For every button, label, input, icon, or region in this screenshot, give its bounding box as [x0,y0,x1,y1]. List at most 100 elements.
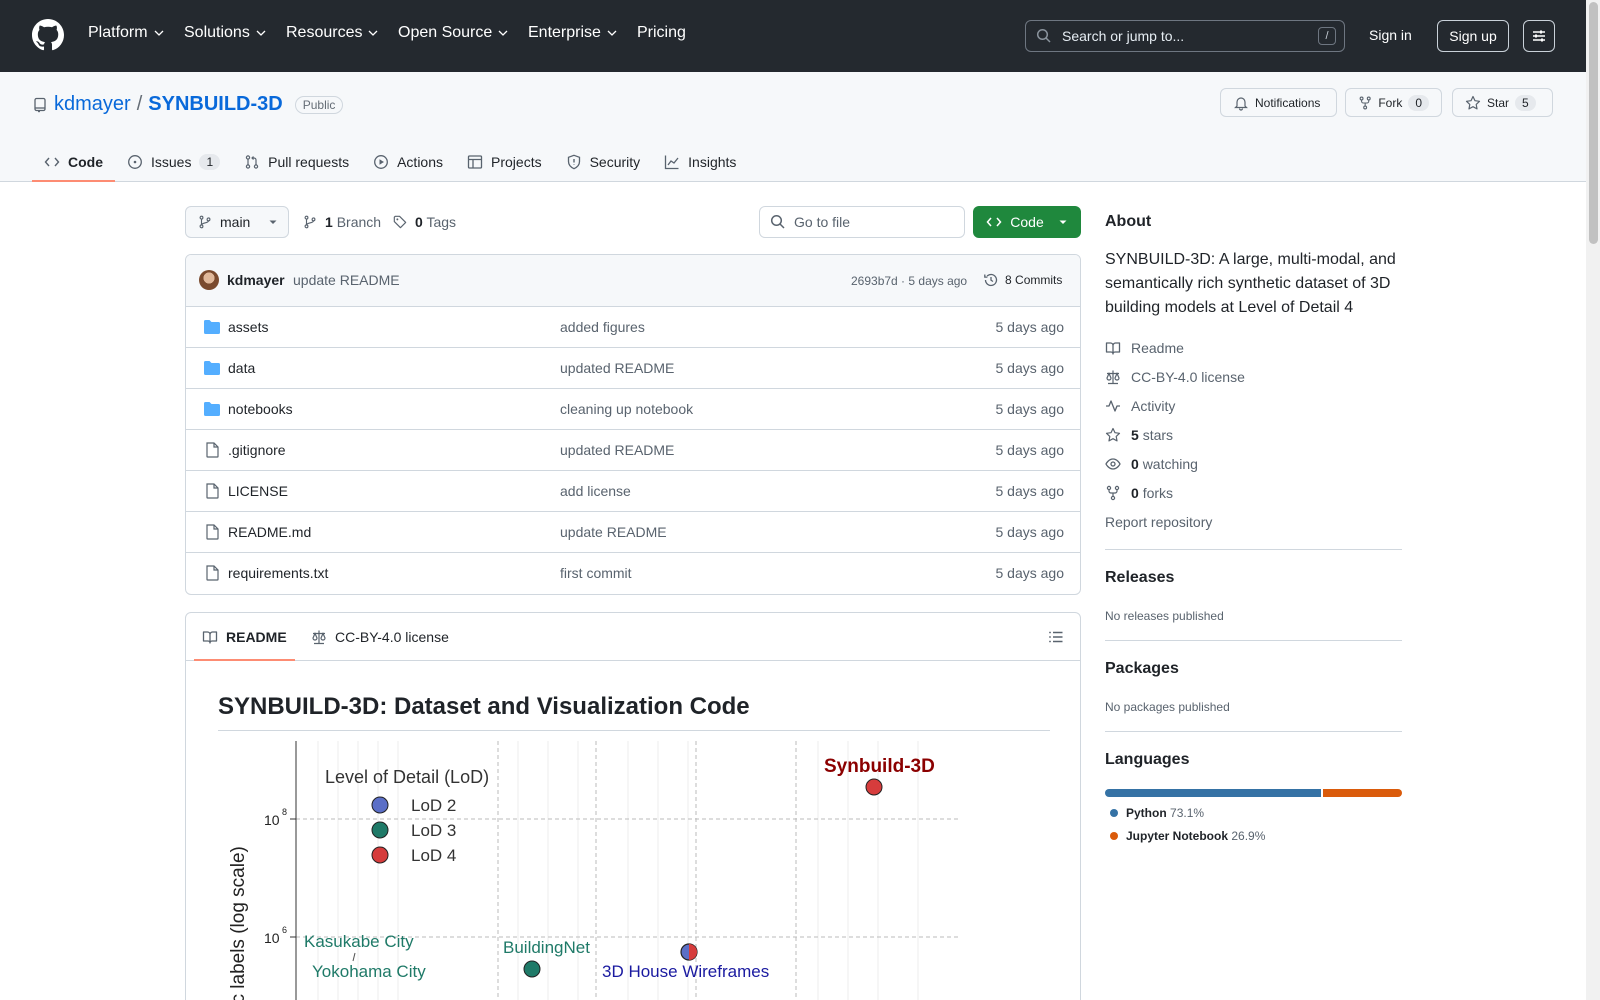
file-name-link[interactable]: README.md [228,524,312,540]
file-row[interactable]: requirements.txt first commit 5 days ago [186,553,1080,594]
legend-marker-lod4 [371,846,389,864]
file-commit-message[interactable]: updated README [560,442,675,458]
point-label-yokohama-city: Yokohama City [312,962,426,981]
tab-label: Code [68,154,103,170]
chevron-down-icon [607,30,617,36]
nav-open-source[interactable]: Open Source [398,24,508,42]
tab-insights[interactable]: Insights [652,142,748,182]
star-button[interactable]: Star 5 [1452,88,1553,117]
language-name: Jupyter Notebook [1126,829,1229,843]
global-search-input[interactable]: Search or jump to... / [1025,20,1345,52]
file-commit-message[interactable]: added figures [560,319,645,335]
readme-figure: 10 8 10 6 tic labels (log scale) Level o… [228,741,960,1000]
file-name-link[interactable]: LICENSE [228,483,288,499]
commit-author[interactable]: kdmayer [227,272,285,288]
commit-hash-time[interactable]: 2693b7d · 5 days ago [851,274,968,288]
point-buildingnet [523,960,541,978]
tab-security[interactable]: Security [554,142,653,182]
tab-license[interactable]: CC-BY-4.0 license [311,613,449,661]
tab-code[interactable]: Code [32,142,115,182]
repo-separator: / [136,93,143,115]
nav-pricing[interactable]: Pricing [637,24,686,42]
sidebar-divider [1105,640,1402,641]
language-jupyter-notebook[interactable]: Jupyter Notebook 26.9% [1110,829,1265,843]
file-name-link[interactable]: data [228,360,256,376]
commits-label: Commits [1015,273,1063,287]
nav-resources[interactable]: Resources [286,24,378,42]
folder-icon [204,361,220,375]
branch-select[interactable]: main [185,206,289,238]
file-row[interactable]: .gitignore updated README 5 days ago [186,430,1080,471]
readme-title: SYNBUILD-3D: Dataset and Visualization C… [218,693,750,720]
file-commit-message[interactable]: updated README [560,360,675,376]
commits-count: 8 [1005,273,1012,287]
file-row[interactable]: README.md update README 5 days ago [186,512,1080,553]
tab-label: Issues [151,154,192,170]
branch-label: Branch [336,214,382,230]
file-row[interactable]: notebooks cleaning up notebook 5 days ago [186,389,1080,430]
tab-pull-requests[interactable]: Pull requests [232,142,361,182]
go-to-file-input[interactable]: Go to file [759,206,965,238]
forks-link[interactable]: 0 forks [1105,485,1173,501]
file-commit-date: 5 days ago [995,442,1065,458]
folder-icon [204,320,220,334]
tab-projects[interactable]: Projects [455,142,554,182]
tab-actions[interactable]: Actions [361,142,455,182]
file-name-link[interactable]: .gitignore [228,442,286,458]
sign-up-button[interactable]: Sign up [1437,20,1509,52]
avatar[interactable] [199,270,219,290]
point-label-kasukabe-city: Kasukabe City [304,932,414,951]
readme-link[interactable]: Readme [1105,340,1184,356]
file-icon [206,524,219,540]
file-name-link[interactable]: notebooks [228,401,293,417]
file-name-link[interactable]: assets [228,319,269,335]
tags-link[interactable]: 0 Tags [393,214,456,230]
legend-marker-lod2 [371,796,389,814]
packages-heading[interactable]: Packages [1105,660,1179,677]
nav-enterprise[interactable]: Enterprise [528,24,617,42]
repo-title: kdmayer / SYNBUILD-3D Public [32,93,344,116]
notifications-button[interactable]: Notifications [1220,88,1337,117]
releases-heading[interactable]: Releases [1105,569,1175,586]
file-row[interactable]: LICENSE add license 5 days ago [186,471,1080,512]
commits-link[interactable]: 8 Commits [983,272,1062,288]
tab-label: Pull requests [268,154,350,170]
tab-readme[interactable]: README [194,613,295,661]
nav-platform[interactable]: Platform [88,24,164,42]
pulse-icon [1106,400,1120,412]
outline-button[interactable] [1048,629,1064,650]
report-repository-link[interactable]: Report repository [1105,514,1213,530]
watching-link[interactable]: 0 watching [1105,456,1198,472]
commit-message[interactable]: update README [293,272,400,288]
file-row[interactable]: assets added figures 5 days ago [186,307,1080,348]
stars-count: 5 [1131,427,1139,443]
activity-link[interactable]: Activity [1105,398,1175,414]
code-icon [986,217,1002,227]
file-commit-message[interactable]: add license [560,483,631,499]
file-commit-message[interactable]: cleaning up notebook [560,401,694,417]
nav-label: Pricing [637,24,686,41]
code-dropdown-button[interactable]: Code [973,206,1081,238]
legend-label: LoD 3 [411,821,456,840]
file-row[interactable]: data updated README 5 days ago [186,348,1080,389]
customize-button[interactable] [1523,20,1555,52]
scrollbar-track[interactable] [1586,0,1600,1000]
file-name-link[interactable]: requirements.txt [228,565,329,581]
sign-in-link[interactable]: Sign in [1369,27,1412,43]
nav-solutions[interactable]: Solutions [184,24,266,42]
language-bar-segment-jupyter [1322,789,1402,797]
heading-divider [218,730,1050,731]
tab-issues[interactable]: Issues 1 [115,142,232,182]
readme-tabs: README CC-BY-4.0 license [186,613,1080,661]
scrollbar-thumb[interactable] [1589,2,1598,244]
file-commit-message[interactable]: update README [560,524,667,540]
license-link[interactable]: CC-BY-4.0 license [1105,369,1245,385]
repo-name-link[interactable]: SYNBUILD-3D [148,93,283,115]
file-commit-message[interactable]: first commit [560,565,632,581]
language-python[interactable]: Python 73.1% [1110,806,1204,820]
repo-owner-link[interactable]: kdmayer [54,93,131,115]
github-logo-icon[interactable] [32,19,64,51]
fork-button[interactable]: Fork 0 [1345,88,1442,117]
branches-link[interactable]: 1 Branch [303,214,381,230]
stars-link[interactable]: 5 stars [1105,427,1173,443]
